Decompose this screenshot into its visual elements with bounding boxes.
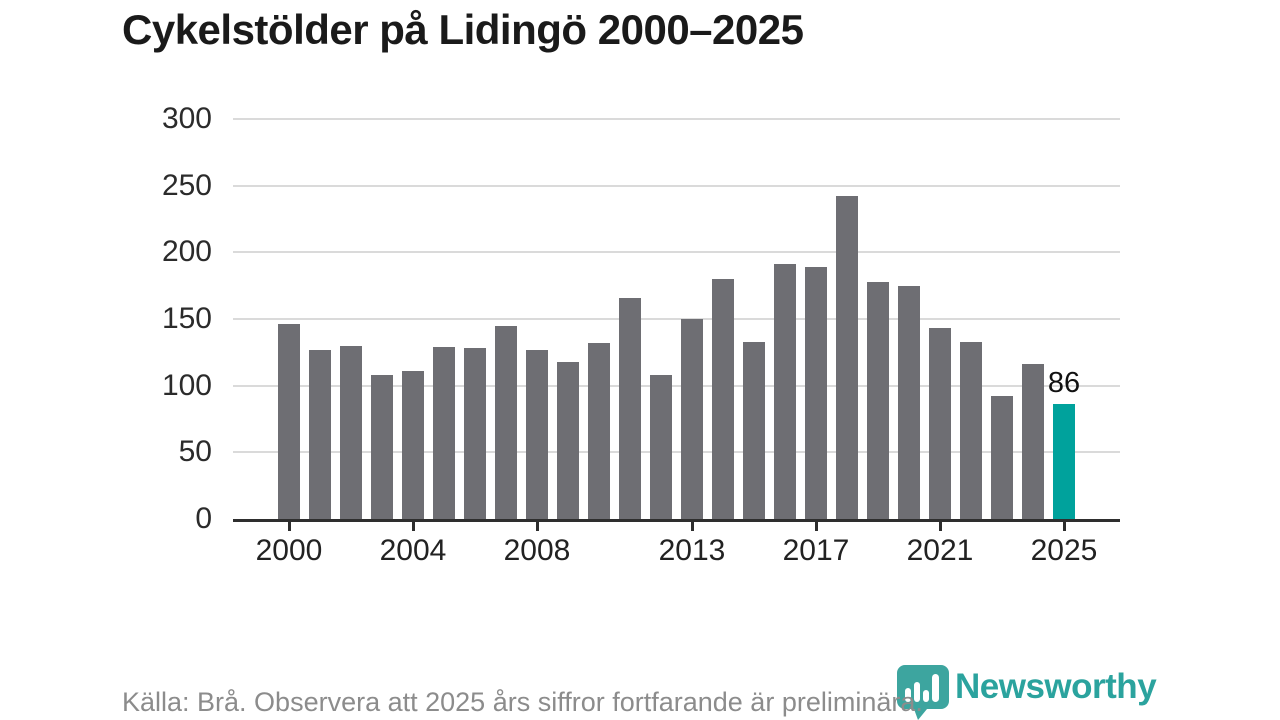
x-axis-tick-2000 bbox=[287, 522, 291, 531]
y-axis-label-150: 150 bbox=[161, 302, 212, 335]
bar-2007 bbox=[495, 325, 517, 519]
bar-2016 bbox=[774, 264, 796, 519]
bar-2000 bbox=[278, 324, 300, 519]
bar-2002 bbox=[340, 345, 362, 519]
bar-2021 bbox=[929, 328, 951, 519]
x-axis-line bbox=[233, 519, 1120, 522]
x-axis-label-2025: 2025 bbox=[1030, 534, 1098, 567]
bar-2013 bbox=[681, 319, 703, 519]
x-axis-tick-2025 bbox=[1062, 522, 1066, 531]
x-axis-label-2008: 2008 bbox=[503, 534, 571, 567]
newsworthy-logo-icon bbox=[897, 665, 949, 720]
newsworthy-logo: Newsworthy bbox=[897, 665, 1157, 720]
x-axis-tick-2004 bbox=[411, 522, 415, 531]
x-axis-tick-2013 bbox=[690, 522, 694, 531]
y-axis-label-200: 200 bbox=[161, 235, 212, 269]
bar-2019 bbox=[867, 281, 889, 519]
source-note: Källa: Brå. Observera att 2025 års siffr… bbox=[122, 687, 923, 717]
y-axis-label-0: 0 bbox=[195, 502, 212, 535]
y-axis-label-100: 100 bbox=[161, 368, 212, 402]
bar-2001 bbox=[309, 349, 331, 519]
chart-title: Cykelstölder på Lidingö 2000–2025 bbox=[122, 6, 804, 53]
bar-2011 bbox=[619, 297, 641, 519]
bar-2003 bbox=[371, 375, 393, 519]
gridline-150 bbox=[233, 318, 1120, 320]
x-axis-tick-2017 bbox=[814, 522, 818, 531]
bar-2014 bbox=[712, 279, 734, 519]
gridline-200 bbox=[233, 251, 1120, 254]
gridline-250 bbox=[233, 184, 1120, 187]
y-axis-label-50: 50 bbox=[178, 435, 212, 469]
bar-2005 bbox=[433, 347, 455, 519]
newsworthy-logo-text: Newsworthy bbox=[955, 667, 1157, 706]
bar-2022 bbox=[960, 341, 982, 519]
x-axis-label-2000: 2000 bbox=[255, 534, 323, 567]
bar-2006 bbox=[464, 348, 486, 519]
bar-2020 bbox=[898, 285, 920, 519]
bar-2010 bbox=[588, 343, 610, 519]
chart-area bbox=[233, 118, 1120, 519]
bar-2004 bbox=[402, 371, 424, 519]
bar-2008 bbox=[526, 349, 548, 519]
x-axis-label-2013: 2013 bbox=[658, 534, 726, 567]
y-axis-label-250: 250 bbox=[161, 168, 212, 202]
gridline-100 bbox=[233, 384, 1120, 387]
x-axis-tick-2008 bbox=[535, 522, 539, 531]
x-axis-label-2017: 2017 bbox=[782, 534, 850, 567]
bar-value-label-2025: 86 bbox=[1047, 367, 1081, 400]
bar-2024 bbox=[1022, 364, 1044, 519]
bar-2009 bbox=[557, 361, 579, 519]
y-axis-label-300: 300 bbox=[161, 102, 212, 135]
bar-2018 bbox=[836, 196, 858, 519]
x-axis-label-2021: 2021 bbox=[906, 534, 974, 567]
bar-2025 bbox=[1053, 404, 1075, 519]
x-axis-label-2004: 2004 bbox=[379, 534, 447, 567]
bar-2012 bbox=[650, 375, 672, 519]
bar-2017 bbox=[805, 267, 827, 519]
bar-2015 bbox=[743, 341, 765, 519]
gridline-300 bbox=[233, 118, 1120, 120]
bar-2023 bbox=[991, 396, 1013, 519]
gridline-50 bbox=[233, 451, 1120, 454]
x-axis-tick-2021 bbox=[938, 522, 942, 531]
